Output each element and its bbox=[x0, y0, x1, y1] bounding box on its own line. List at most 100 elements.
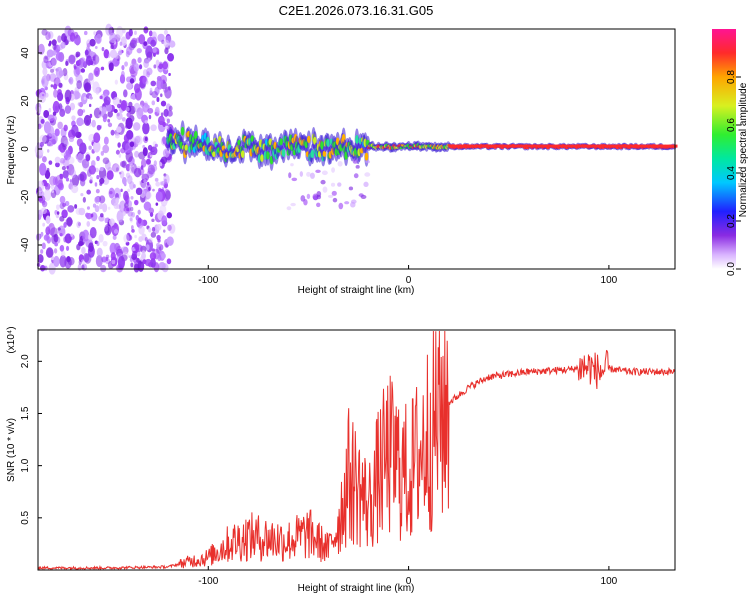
spectrogram-noise-blob bbox=[90, 213, 94, 218]
spectrogram-noise-blob bbox=[127, 211, 133, 217]
colorbar-tick-label: 0.0 bbox=[726, 262, 737, 276]
spectrogram-noise-blob bbox=[53, 255, 60, 267]
spectrogram-noise-blob bbox=[153, 160, 157, 167]
spectrogram-noise-blob bbox=[118, 171, 122, 175]
colorbar-gradient bbox=[712, 29, 736, 269]
spectrogram-noise-blob bbox=[121, 246, 127, 253]
snr-panel: -100 0 100 0.5 1.0 1.5 2.0 Height of straight… bbox=[6, 326, 676, 594]
spectrogram-y-ticks: -40 -20 0 20 40 bbox=[20, 47, 42, 252]
colorbar-label: Normalized spectral amplitude bbox=[738, 82, 749, 217]
spectrogram-noise-blob bbox=[92, 140, 101, 153]
spectrogram-noise-blob bbox=[131, 228, 135, 233]
spectrogram-tail-blob bbox=[332, 197, 338, 203]
colorbar-ticks: 0.0 0.2 0.4 0.6 0.8 bbox=[726, 70, 741, 276]
spectrogram-noise-blob bbox=[93, 107, 102, 119]
spectrogram-noise-blob bbox=[62, 202, 67, 207]
spectrogram-noise-blob bbox=[52, 176, 58, 186]
spectrogram-noise-blob bbox=[129, 217, 133, 222]
spectrogram-noise-blob bbox=[128, 255, 132, 259]
spectrogram-noise-blob bbox=[65, 217, 73, 226]
spectrogram-ridge-mark bbox=[355, 134, 359, 144]
spectrogram-noise-blob bbox=[137, 209, 141, 215]
spectrogram-noise-blob bbox=[148, 114, 152, 120]
spectrogram-x-tick-label: -100 bbox=[198, 275, 218, 286]
spectrogram-noise-blob bbox=[142, 122, 150, 135]
spectrogram-noise-blob bbox=[156, 234, 161, 241]
spectrogram-noise-blob bbox=[143, 41, 148, 47]
spectrogram-noise-blob bbox=[43, 189, 52, 202]
spectrogram-tail-blob bbox=[312, 195, 319, 201]
spectrogram-noise-blob bbox=[125, 130, 134, 140]
spectrogram-noise-blob bbox=[119, 74, 126, 84]
spectrogram-noise-blob bbox=[131, 37, 138, 45]
snr-x-tick-label: -100 bbox=[198, 576, 218, 587]
spectrogram-noise-blob bbox=[61, 165, 66, 171]
spectrogram-noise-blob bbox=[80, 193, 84, 197]
spectrogram-noise-blob bbox=[76, 221, 81, 229]
spectrogram-core-mark bbox=[516, 144, 522, 148]
spectrogram-noise-blob bbox=[123, 234, 130, 243]
spectrogram-noise-blob bbox=[102, 240, 108, 247]
spectrogram-noise-blob bbox=[58, 103, 63, 110]
spectrogram-noise-blob bbox=[41, 75, 49, 88]
spectrogram-noise-blob bbox=[135, 37, 140, 44]
spectrogram-tail-blob bbox=[315, 169, 321, 174]
spectrogram-noise-blob bbox=[134, 234, 137, 239]
spectrogram-noise-blob bbox=[150, 257, 156, 268]
spectrogram-noise-blob bbox=[148, 237, 153, 243]
spectrogram-noise-blob bbox=[68, 54, 76, 65]
spectrogram-noise-blob bbox=[53, 248, 58, 254]
spectrogram-noise-blob bbox=[126, 46, 133, 56]
spectrogram-noise-blob bbox=[155, 191, 163, 202]
spectrogram-tail-blob bbox=[310, 172, 315, 179]
spectrogram-noise-blob bbox=[75, 207, 83, 216]
spectrogram-noise-blob bbox=[78, 222, 81, 227]
spectrogram-noise-blob bbox=[99, 213, 104, 218]
spectrogram-tail-blob bbox=[288, 172, 292, 179]
spectrogram-noise-blob bbox=[46, 167, 50, 173]
spectrogram-noise-blob bbox=[144, 258, 152, 267]
spectrogram-noise-blob bbox=[99, 203, 103, 210]
spectrogram-noise-blob bbox=[59, 157, 66, 164]
spectrogram-noise-blob bbox=[145, 45, 153, 58]
spectrogram-tail-blob bbox=[352, 159, 358, 164]
spectrogram-noise-blob bbox=[148, 186, 151, 191]
snr-x-tick-label: 100 bbox=[601, 576, 618, 587]
spectrogram-noise-blob bbox=[48, 107, 52, 113]
spectrogram-tail-blob bbox=[331, 167, 336, 173]
spectrogram-noise-blob bbox=[48, 160, 53, 165]
spectrogram-noise-blob bbox=[54, 105, 58, 111]
spectrogram-noise-blob bbox=[88, 145, 92, 150]
spectrogram-tail-blob bbox=[337, 160, 343, 167]
spectrogram-noise-blob bbox=[110, 44, 114, 50]
spectrogram-ridge-mark bbox=[180, 126, 185, 136]
spectrogram-noise-blob bbox=[92, 81, 100, 94]
spectrogram-tail-blob bbox=[358, 193, 364, 197]
spectrogram-noise-blob bbox=[92, 203, 97, 208]
spectrogram-noise-blob bbox=[86, 220, 91, 227]
spectrogram-noise-blob bbox=[116, 210, 124, 223]
spectrogram-noise-blob bbox=[112, 234, 117, 240]
spectrogram-noise-blob bbox=[65, 149, 71, 156]
spectrogram-core-mark bbox=[560, 144, 566, 148]
spectrogram-noise-blob bbox=[70, 233, 74, 237]
spectrogram-noise-blob bbox=[70, 169, 77, 179]
spectrogram-noise-blob bbox=[37, 254, 44, 264]
spectrogram-noise-blob bbox=[57, 121, 63, 130]
spectrogram-noise-blob bbox=[161, 263, 169, 273]
spectrogram-noise-blob bbox=[77, 108, 84, 117]
spectrogram-noise-blob bbox=[134, 30, 137, 36]
spectrogram-noise-blob bbox=[41, 242, 46, 250]
spectrogram-noise-blob bbox=[57, 35, 62, 43]
colorbar-tick-label: 0.2 bbox=[726, 214, 737, 228]
spectrogram-noise-blob bbox=[78, 240, 84, 247]
spectrogram-noise-blob bbox=[45, 247, 54, 258]
spectrogram-y-tick-label: 20 bbox=[20, 95, 31, 107]
spectrogram-core-mark bbox=[512, 144, 518, 148]
spectrogram-ridge-mark bbox=[307, 135, 311, 144]
spectrogram-noise-blob bbox=[69, 102, 76, 111]
spectrogram-noise-blob bbox=[167, 52, 175, 62]
spectrogram-core-mark bbox=[664, 144, 670, 148]
spectrogram-noise-blob bbox=[112, 96, 120, 106]
spectrogram-noise-blob bbox=[77, 173, 85, 181]
